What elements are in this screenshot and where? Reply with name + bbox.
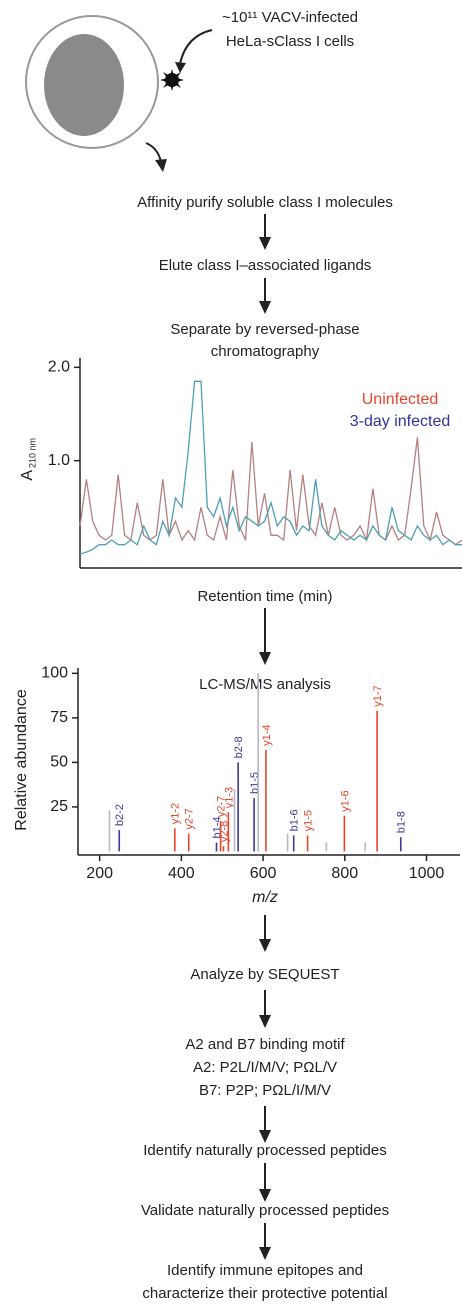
y-axis-label: A 210 nm	[19, 438, 37, 481]
peak-label: y1-3	[223, 787, 235, 808]
peak-label: b1-6	[289, 809, 301, 831]
step-text: Elute class I–associated ligands	[159, 257, 372, 274]
y-axis-label-sub: 210 nm	[27, 438, 37, 468]
flow-arrow	[259, 1223, 271, 1260]
y-tick-label: 75	[50, 709, 68, 726]
cells-text: ~10¹¹ VACV-infected	[222, 9, 358, 26]
curved-arrow	[179, 29, 213, 65]
peak-label: y2-8	[218, 821, 230, 842]
step-text: A2: P2L/I/M/V; PΩL/V	[193, 1059, 337, 1076]
peak-label: y1-5	[303, 810, 315, 831]
step-text: characterize their protective potential	[142, 1285, 387, 1302]
flow-arrow	[259, 1163, 271, 1202]
x-tick-label: 200	[86, 865, 113, 882]
step-text: LC-MS/MS analysis	[199, 676, 331, 693]
step-text: A2 and B7 binding motif	[185, 1036, 345, 1053]
flow-arrow	[259, 915, 271, 952]
legend-label: Uninfected	[362, 391, 439, 408]
peak-label: y1-4	[261, 725, 273, 746]
flow-arrow	[259, 278, 271, 314]
x-tick-label: 1000	[409, 865, 445, 882]
x-tick-label: 600	[250, 865, 277, 882]
step-text: Separate by reversed-phase	[170, 321, 359, 338]
arrow-head	[155, 159, 167, 172]
y-tick-label: 100	[41, 665, 68, 682]
y-tick-label: 2.0	[48, 359, 70, 376]
y-tick-label: 25	[50, 798, 68, 815]
trace	[79, 437, 462, 546]
flow-arrow	[259, 608, 271, 665]
virus	[160, 69, 184, 91]
y-axis-label: Relative abundance	[13, 689, 30, 831]
curved-arrow	[145, 142, 162, 163]
x-tick-label: 800	[331, 865, 358, 882]
step-text: Affinity purify soluble class I molecule…	[137, 194, 393, 211]
cell-illustration	[25, 15, 213, 172]
flow-arrow	[259, 214, 271, 250]
x-tick-label: 400	[168, 865, 195, 882]
step-text: chromatography	[211, 343, 320, 360]
trace	[79, 380, 462, 555]
cells-text: HeLa-sClass I cells	[226, 33, 354, 50]
y-tick-label: 1.0	[48, 452, 70, 469]
flow-arrow	[259, 1106, 271, 1143]
legend-label: 3-day infected	[350, 413, 451, 430]
peak-label: y2-7	[184, 808, 196, 829]
arrow-head	[175, 62, 186, 73]
peak-label: b1-5	[249, 772, 261, 794]
peak-label: b2-2	[114, 804, 126, 826]
step-text: B7: P2P; PΩL/I/M/V	[199, 1082, 331, 1099]
step-text: Validate naturally processed peptides	[141, 1202, 389, 1219]
step-text: Analyze by SEQUEST	[190, 966, 339, 983]
flow-arrow	[259, 990, 271, 1028]
x-axis-label: Retention time (min)	[197, 588, 332, 605]
y-tick-label: 50	[50, 754, 68, 771]
peak-label: y1-7	[372, 685, 384, 706]
x-axis-label: m/z	[252, 889, 278, 906]
peak-label: b2-8	[233, 736, 245, 758]
peak-label: y2-7	[215, 796, 227, 817]
cell-nucleus	[44, 34, 124, 136]
peak-label: b1-8	[396, 811, 408, 833]
peak-label: y1-6	[339, 790, 351, 811]
peak-label: y1-2	[170, 803, 182, 824]
step-text: Identify naturally processed peptides	[143, 1142, 386, 1159]
y-axis-label-main: A	[19, 470, 36, 481]
step-text: Identify immune epitopes and	[167, 1262, 363, 1279]
